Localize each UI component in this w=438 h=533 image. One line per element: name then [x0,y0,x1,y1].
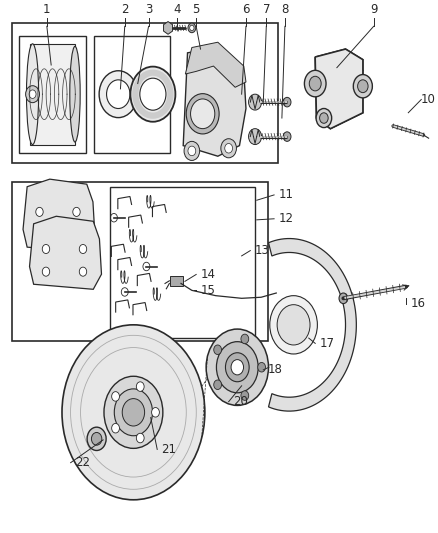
Text: 3: 3 [145,3,152,17]
Circle shape [92,432,102,445]
Circle shape [225,143,233,153]
Circle shape [357,80,368,93]
Circle shape [188,146,196,156]
Text: 5: 5 [192,3,200,17]
Circle shape [190,25,194,30]
Circle shape [270,296,318,354]
Circle shape [226,353,249,382]
Circle shape [122,399,145,426]
Circle shape [106,80,130,109]
Ellipse shape [26,44,39,144]
Circle shape [136,382,144,391]
Text: 8: 8 [281,3,289,17]
Polygon shape [315,49,363,128]
Circle shape [231,360,244,375]
Circle shape [73,230,80,239]
Circle shape [316,109,332,127]
Text: 7: 7 [262,3,270,17]
Bar [110,187,254,338]
Circle shape [191,99,215,128]
Circle shape [79,245,87,254]
Circle shape [42,245,49,254]
Text: 6: 6 [242,3,250,17]
Circle shape [136,433,144,443]
Text: 15: 15 [201,284,215,297]
Circle shape [216,342,258,393]
Circle shape [353,75,372,98]
Circle shape [62,325,205,500]
Bar [12,182,268,341]
Text: 2: 2 [121,3,128,17]
Polygon shape [183,47,246,156]
Bar [95,36,170,152]
Circle shape [114,389,152,436]
Text: 18: 18 [268,364,283,376]
Text: 14: 14 [201,268,215,281]
Circle shape [112,423,120,433]
Bar [12,22,279,163]
Text: 13: 13 [254,244,269,257]
FancyBboxPatch shape [29,44,75,144]
Circle shape [29,90,36,99]
Circle shape [140,78,166,110]
Bar [170,276,183,286]
Text: 22: 22 [75,456,90,469]
Text: 17: 17 [320,337,335,350]
Polygon shape [23,179,95,252]
Circle shape [73,207,80,216]
Circle shape [241,334,249,344]
Circle shape [184,141,200,160]
Text: 10: 10 [420,93,435,106]
Circle shape [152,408,159,417]
Polygon shape [29,216,102,289]
Circle shape [304,70,326,97]
Circle shape [186,94,219,134]
Bar [19,36,86,152]
Circle shape [36,230,43,239]
Circle shape [221,139,237,158]
Polygon shape [268,239,357,411]
Text: 11: 11 [279,189,293,201]
Circle shape [104,376,163,448]
Circle shape [214,380,222,390]
Circle shape [42,267,49,276]
Text: 9: 9 [370,3,378,17]
Circle shape [283,132,291,141]
Circle shape [320,113,328,123]
Ellipse shape [70,46,80,142]
Circle shape [283,98,291,107]
Circle shape [214,345,222,354]
Circle shape [99,71,138,118]
Text: 1: 1 [43,3,51,17]
Text: 16: 16 [410,297,425,310]
Circle shape [87,427,106,450]
Circle shape [248,128,261,144]
Circle shape [248,94,261,110]
Circle shape [258,362,265,372]
Circle shape [309,76,321,91]
Text: 12: 12 [279,212,293,225]
Circle shape [131,67,175,122]
Circle shape [112,392,120,401]
Circle shape [339,293,348,304]
Text: 20: 20 [233,395,248,408]
Circle shape [188,23,196,33]
Circle shape [36,207,43,216]
Circle shape [26,86,39,103]
Circle shape [206,329,268,406]
Circle shape [277,305,310,345]
Circle shape [79,267,87,276]
Text: 21: 21 [162,443,177,456]
Polygon shape [185,42,246,87]
Text: 4: 4 [173,3,180,17]
Circle shape [241,391,249,400]
